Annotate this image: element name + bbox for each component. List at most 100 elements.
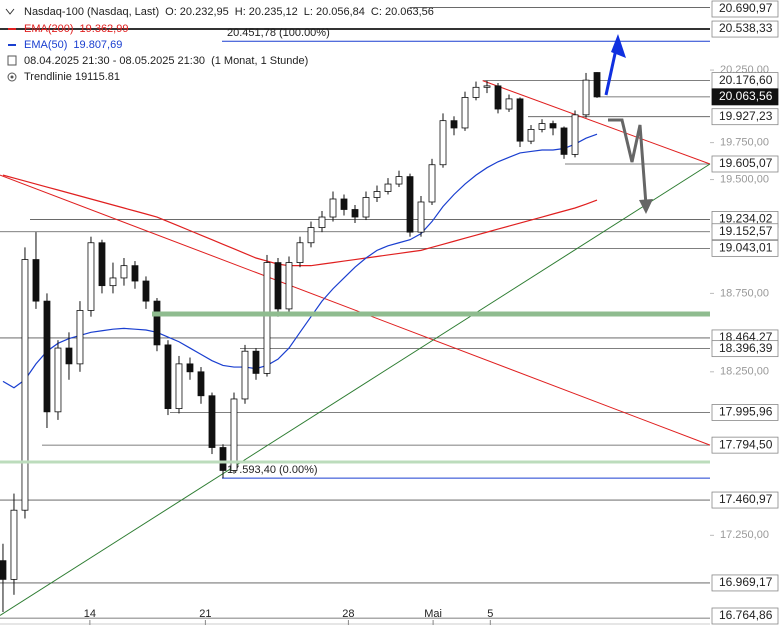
- candle-body: [43, 300, 51, 413]
- candle-body: [483, 85, 491, 88]
- level-label: 19.927,23: [719, 109, 773, 123]
- candle-body: [406, 176, 414, 233]
- trendline: [0, 163, 711, 616]
- legend-title: Nasdaq-100 (Nasdaq, Last) O: 20.232,95 H: …: [24, 6, 434, 18]
- trendline-label: Trendlinie 19115.81: [24, 71, 120, 83]
- level-label: 17.460,97: [719, 492, 773, 506]
- level-label: 20.690,97: [719, 1, 773, 15]
- icon: [10, 75, 14, 79]
- candle-body: [439, 120, 447, 166]
- ema-line: [2, 133, 598, 389]
- x-tick-label: 21: [199, 608, 211, 620]
- candle-body: [87, 242, 95, 311]
- y-tick-label: 19.750,00: [720, 137, 769, 149]
- level-box: [711, 607, 779, 625]
- level-box: [711, 340, 779, 358]
- candle-body: [362, 197, 370, 218]
- candle-body: [516, 98, 524, 142]
- level-label: 19.043,01: [719, 241, 773, 255]
- level-label: 18.396,39: [719, 341, 773, 355]
- candle-body: [252, 350, 260, 374]
- annotations: [0, 34, 710, 464]
- level-label: 20.538,33: [719, 21, 773, 35]
- candle-body: [450, 120, 458, 129]
- level-box: [711, 0, 779, 18]
- candle-body: [186, 363, 194, 373]
- candle-body: [428, 164, 436, 203]
- legend-entry: EMA(50) 19.807,69: [24, 39, 122, 51]
- candle-body: [98, 242, 106, 287]
- fib-label: 17.593,40 (0.00%): [227, 464, 318, 476]
- level-label: 20.063,56: [719, 89, 773, 103]
- candle-body: [571, 114, 579, 155]
- candle-body: [384, 183, 392, 192]
- candle-body: [296, 242, 304, 263]
- series-value: 19.807,69: [73, 39, 122, 51]
- down-arrow-head: [639, 199, 653, 214]
- candle-body: [285, 262, 293, 310]
- level-label: 16.764,86: [719, 608, 773, 622]
- level-box: [711, 155, 779, 173]
- candle-body: [230, 398, 238, 471]
- ohlc-label: L: 20.056,84: [304, 6, 365, 18]
- candle-body: [109, 277, 117, 287]
- candle-body: [241, 350, 249, 400]
- level-box: [711, 491, 779, 509]
- candle-body: [65, 347, 73, 365]
- candle-body: [373, 191, 381, 198]
- candle-body: [527, 129, 535, 142]
- fib-label: 20.451,78 (100.00%): [227, 27, 330, 39]
- candle-body: [340, 198, 348, 210]
- level-box: [711, 574, 779, 592]
- legend-entry: EMA(200) 19.362,99: [24, 23, 128, 35]
- level-box: [711, 239, 779, 257]
- level-box: [711, 20, 779, 38]
- level-box: [711, 436, 779, 454]
- candle-body: [175, 363, 183, 410]
- icon: [7, 72, 17, 82]
- x-tick-label: 28: [342, 608, 354, 620]
- up-arrow-head: [611, 34, 626, 58]
- icon: [7, 55, 17, 66]
- level-box: [711, 223, 779, 241]
- interval: (1 Monat, 1 Stunde): [211, 55, 308, 67]
- candle-body: [131, 265, 139, 282]
- candle-body: [197, 371, 205, 397]
- candle-body: [153, 300, 161, 346]
- candle-body: [219, 447, 227, 471]
- period: 08.04.2025 21:30 - 08.05.2025 21:30 (1 Mo…: [24, 55, 308, 67]
- level-label: 19.152,57: [719, 224, 773, 238]
- candle-body: [494, 85, 502, 110]
- candle-body: [208, 395, 216, 448]
- ohlc-label: O: 20.232,95: [165, 6, 229, 18]
- y-tick-label: 17.250,00: [720, 529, 769, 541]
- legend: Nasdaq-100 (Nasdaq, Last) O: 20.232,95 H: …: [5, 6, 434, 83]
- x-tick-label: 14: [84, 608, 96, 620]
- series-value: 19.362,99: [80, 23, 129, 35]
- candle-body: [32, 259, 40, 302]
- level-label: 19.605,07: [719, 156, 773, 170]
- y-tick-label: 18.250,00: [720, 366, 769, 378]
- candle-body: [0, 560, 7, 580]
- x-tick-label: 5: [487, 608, 493, 620]
- ohlc-label: H: 20.235,12: [235, 6, 298, 18]
- candle-body: [461, 97, 469, 129]
- candle-body: [560, 127, 568, 155]
- level-label: 17.794,50: [719, 437, 773, 451]
- x-tick-label: Mai: [424, 608, 442, 620]
- level-box: [711, 404, 779, 421]
- down-arrow: [608, 118, 648, 206]
- candle-body: [505, 98, 513, 110]
- icon: [5, 8, 15, 15]
- candle-body: [164, 344, 172, 410]
- candle-body: [54, 347, 62, 413]
- candle-body: [263, 262, 271, 374]
- series-name: EMA(50): [24, 39, 67, 51]
- candle-body: [21, 259, 29, 511]
- candle-body: [593, 72, 601, 98]
- trendline: [0, 174, 711, 446]
- ohlc-label: C: 20.063,56: [371, 6, 434, 18]
- candle-body: [76, 310, 84, 365]
- level-label: 17.995,96: [719, 405, 773, 419]
